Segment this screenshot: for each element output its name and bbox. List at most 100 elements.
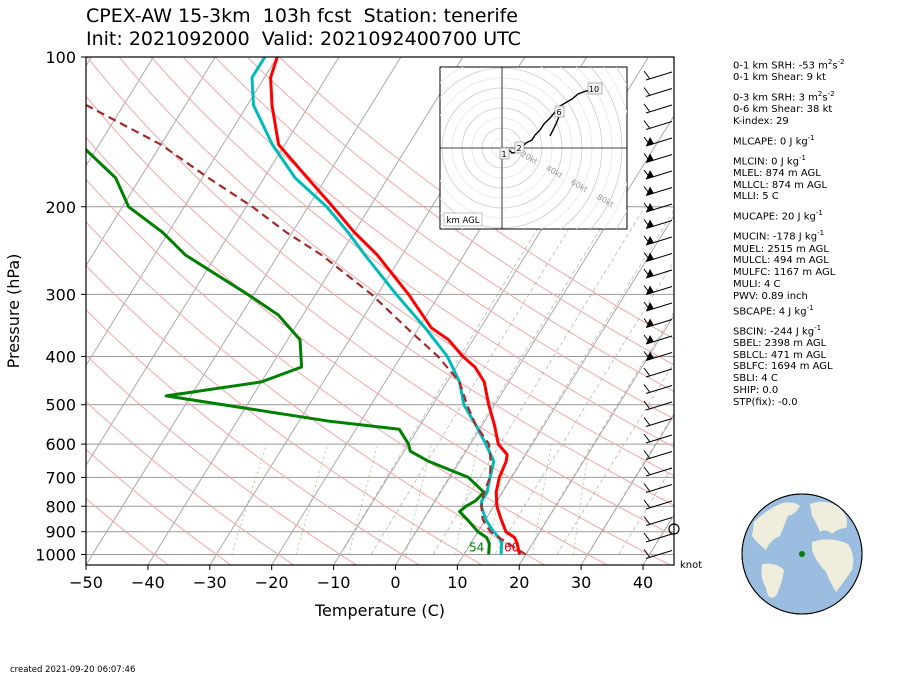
wind-barb: [643, 136, 673, 147]
index-row: SBLCL: 471 m AGL: [733, 349, 827, 361]
wind-barb: [643, 466, 673, 477]
isotherm-line: [86, 57, 340, 467]
index-row: MUEL: 2515 m AGL: [733, 243, 829, 255]
wind-barb: [643, 334, 673, 345]
mixing-ratio-line: [532, 444, 552, 555]
y-axis: 100 200 300 400 500 600 700 800 900 1000: [35, 48, 86, 564]
surface-value-label: 60: [504, 540, 519, 554]
wind-barbs: [643, 70, 680, 559]
mixing-ratio-line: [231, 443, 267, 555]
svg-text:km AGL: km AGL: [447, 216, 480, 226]
wind-barb: [643, 219, 673, 229]
isotherm-line: [86, 57, 278, 367]
moist-adiabat: [587, 412, 674, 555]
index-row: 0-1 km SRH: -53 m2s-2: [733, 58, 845, 72]
dry-adiabat: [246, 57, 674, 366]
index-row: SHIP: 0.0: [733, 384, 779, 396]
isotherm-line: [147, 57, 464, 565]
moist-adiabat: [339, 206, 552, 555]
wind-barb: [643, 417, 673, 427]
south-america-landmass: [761, 563, 784, 598]
wind-barb: [643, 153, 673, 163]
profile-line: [269, 57, 522, 555]
dry-adiabat: [86, 448, 232, 565]
hodograph-unit-label: km AGL: [443, 212, 483, 227]
y-tick-label: 1000: [35, 545, 76, 564]
index-row: STP(fix): -0.0: [733, 396, 798, 408]
index-row: MULI: 4 C: [733, 278, 781, 290]
moist-adiabat: [556, 362, 674, 555]
index-row: PWV: 0.89 inch: [733, 290, 808, 302]
mixing-ratio-line: [454, 444, 479, 555]
surface-value-label: 54: [469, 540, 484, 554]
svg-text:1: 1: [501, 150, 506, 159]
mixing-ratio-line: [573, 444, 590, 555]
index-row: MLEL: 874 m AGL: [733, 167, 821, 179]
mixing-ratio-line: [295, 443, 329, 555]
index-row: 0-1 km Shear: 9 kt: [733, 72, 826, 84]
moist-adiabat: [432, 206, 646, 555]
index-row: MULFC: 1167 m AGL: [733, 267, 836, 279]
y-axis-label: Pressure (hPa): [4, 254, 23, 369]
isotherm-line: [395, 114, 674, 565]
y-tick-label: 200: [45, 198, 76, 217]
isotherm-line: [456, 214, 674, 565]
dry-adiabat: [86, 221, 546, 565]
chart-title-line-1: CPEX-AW 15-3km 103h fcst Station: teneri…: [86, 5, 518, 27]
x-tick-label: 30: [571, 573, 591, 592]
svg-text:6: 6: [556, 108, 561, 117]
wind-barb: [643, 70, 673, 81]
x-tick-label: −20: [255, 573, 289, 592]
africa-landmass: [812, 539, 854, 592]
calm-wind-circle: [668, 523, 680, 535]
index-row: MLCAPE: 0 J kg-1: [733, 133, 815, 147]
moist-adiabat: [370, 206, 583, 555]
index-row: MLCIN: 0 J kg-1: [733, 153, 806, 168]
index-row: MUCIN: -178 J kg-1: [733, 229, 825, 243]
location-globe: [741, 493, 863, 615]
y-tick-label: 500: [45, 396, 76, 415]
wind-barb: [643, 549, 673, 559]
hodograph-height-label: 1: [499, 147, 510, 160]
dry-adiabat: [86, 497, 169, 565]
isotherm-line: [86, 57, 216, 267]
profile-line: [86, 103, 527, 556]
dry-adiabat: [86, 309, 420, 565]
hodograph-height-label: 10: [587, 82, 603, 95]
hodograph-height-label: 6: [554, 105, 565, 118]
wind-barb: [643, 301, 673, 312]
index-row: 0-6 km Shear: 38 kt: [733, 104, 833, 116]
x-tick-label: −50: [69, 573, 103, 592]
dry-adiabat: [86, 354, 357, 565]
x-tick-label: 20: [509, 573, 529, 592]
y-tick-label: 900: [45, 523, 76, 542]
svg-text:2: 2: [516, 144, 521, 153]
dry-adiabat: [214, 57, 674, 393]
moist-adiabat: [618, 463, 674, 555]
profile-line: [86, 147, 491, 555]
index-row: K-index: 29: [733, 115, 789, 127]
sounding-indices: 0-1 km SRH: -53 m2s-2 0-1 km Shear: 9 kt 0…: [733, 57, 845, 409]
index-row: MULCL: 494 m AGL: [733, 255, 829, 267]
wind-barb: [643, 169, 673, 180]
x-tick-label: 0: [390, 573, 400, 592]
x-axis: −50 −40 −30 −20 −10 0 10 20 30 40: [69, 565, 653, 592]
created-timestamp: created 2021-09-20 06:07:46: [10, 665, 136, 675]
x-axis-label: Temperature (C): [314, 601, 445, 620]
index-row: SBCAPE: 4 J kg-1: [733, 303, 814, 317]
x-tick-label: −40: [131, 573, 165, 592]
y-tick-label: 800: [45, 497, 76, 516]
mixing-ratio-line: [348, 443, 379, 555]
index-row: MLLCL: 874 m AGL: [733, 179, 828, 191]
background-lines: [86, 57, 674, 565]
dry-adiabat: [150, 57, 674, 448]
index-row: SBCIN: -244 J kg-1: [733, 323, 822, 337]
mixing-ratio-line: [405, 444, 433, 555]
isotherm-line: [580, 414, 674, 565]
wind-barb: [643, 433, 673, 444]
wind-barb: [643, 384, 673, 394]
dry-adiabat: [86, 400, 294, 565]
wind-barb: [643, 367, 673, 378]
